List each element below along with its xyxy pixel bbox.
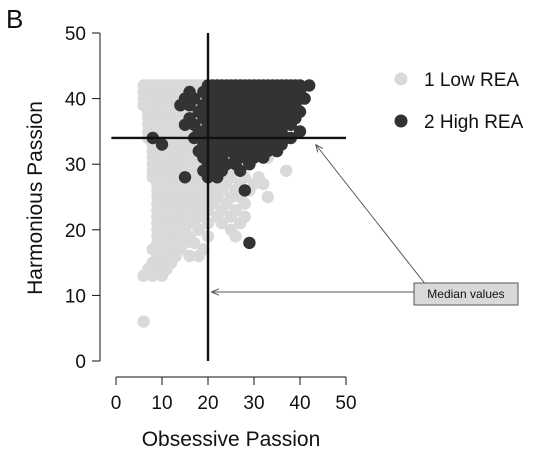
- high-rea-point: [238, 184, 251, 197]
- high-rea-point: [178, 171, 192, 184]
- high-rea-point: [174, 99, 187, 112]
- high-rea-point: [298, 92, 311, 105]
- low-rea-point: [229, 230, 242, 243]
- low-rea-point: [183, 249, 196, 263]
- high-rea-point: [270, 144, 284, 158]
- y-tick-label: 0: [75, 352, 86, 373]
- annotation-arrow-upper: [316, 145, 427, 286]
- low-rea-point: [192, 249, 205, 263]
- x-axis-title: Obsessive Passion: [142, 428, 321, 451]
- median-annotation: Median values: [212, 145, 519, 306]
- high-rea-point: [178, 118, 192, 131]
- low-rea-point: [224, 210, 238, 223]
- high-rea-point: [293, 125, 307, 138]
- low-rea-point: [137, 269, 150, 282]
- low-rea-point: [238, 197, 251, 210]
- high-rea-point: [155, 138, 169, 151]
- high-rea-point: [211, 171, 224, 184]
- high-rea-point: [234, 164, 247, 177]
- y-tick-label: 20: [65, 221, 86, 242]
- x-tick-label: 20: [197, 393, 218, 414]
- legend-label-high-rea: 2 High REA: [424, 112, 524, 133]
- y-axis: 0 10 20 30 40 50: [65, 24, 101, 373]
- y-tick-label: 10: [65, 286, 86, 307]
- y-tick-label: 30: [65, 155, 86, 176]
- annotation-box: [413, 282, 519, 306]
- low-rea-point: [261, 190, 274, 204]
- low-rea-point: [257, 177, 270, 191]
- panel-label: B: [6, 4, 23, 34]
- y-axis-title: Harmonious Passion: [24, 101, 47, 295]
- low-rea-point: [215, 217, 228, 230]
- high-rea-point: [183, 99, 196, 112]
- legend-marker-low-rea: [394, 72, 408, 86]
- high-rea-point: [303, 79, 316, 92]
- x-tick-label: 0: [111, 393, 122, 414]
- high-rea-point: [243, 158, 256, 171]
- low-rea-point: [146, 269, 159, 282]
- y-tick-label: 40: [65, 90, 86, 111]
- x-tick-label: 40: [289, 393, 310, 414]
- low-rea-point: [234, 217, 247, 230]
- low-rea-point: [188, 236, 201, 250]
- low-rea-point: [155, 269, 169, 282]
- x-axis: 0 10 20 30 40 50: [111, 376, 357, 414]
- high-rea-point: [284, 118, 297, 131]
- legend-label-low-rea: 1 Low REA: [424, 70, 519, 91]
- high-rea-point: [257, 151, 270, 164]
- low-rea-point: [280, 164, 293, 177]
- legend: 1 Low REA 2 High REA: [394, 70, 524, 133]
- low-rea-point: [192, 223, 205, 236]
- median-lines: [111, 33, 346, 361]
- x-tick-label: 30: [243, 393, 264, 414]
- legend-marker-high-rea: [394, 114, 408, 128]
- y-tick-label: 50: [65, 24, 86, 45]
- x-tick-label: 50: [335, 393, 356, 414]
- high-rea-point: [243, 236, 256, 250]
- x-tick-label: 10: [151, 393, 172, 414]
- annotation-text: Median values: [427, 287, 504, 301]
- low-rea-point: [137, 315, 150, 328]
